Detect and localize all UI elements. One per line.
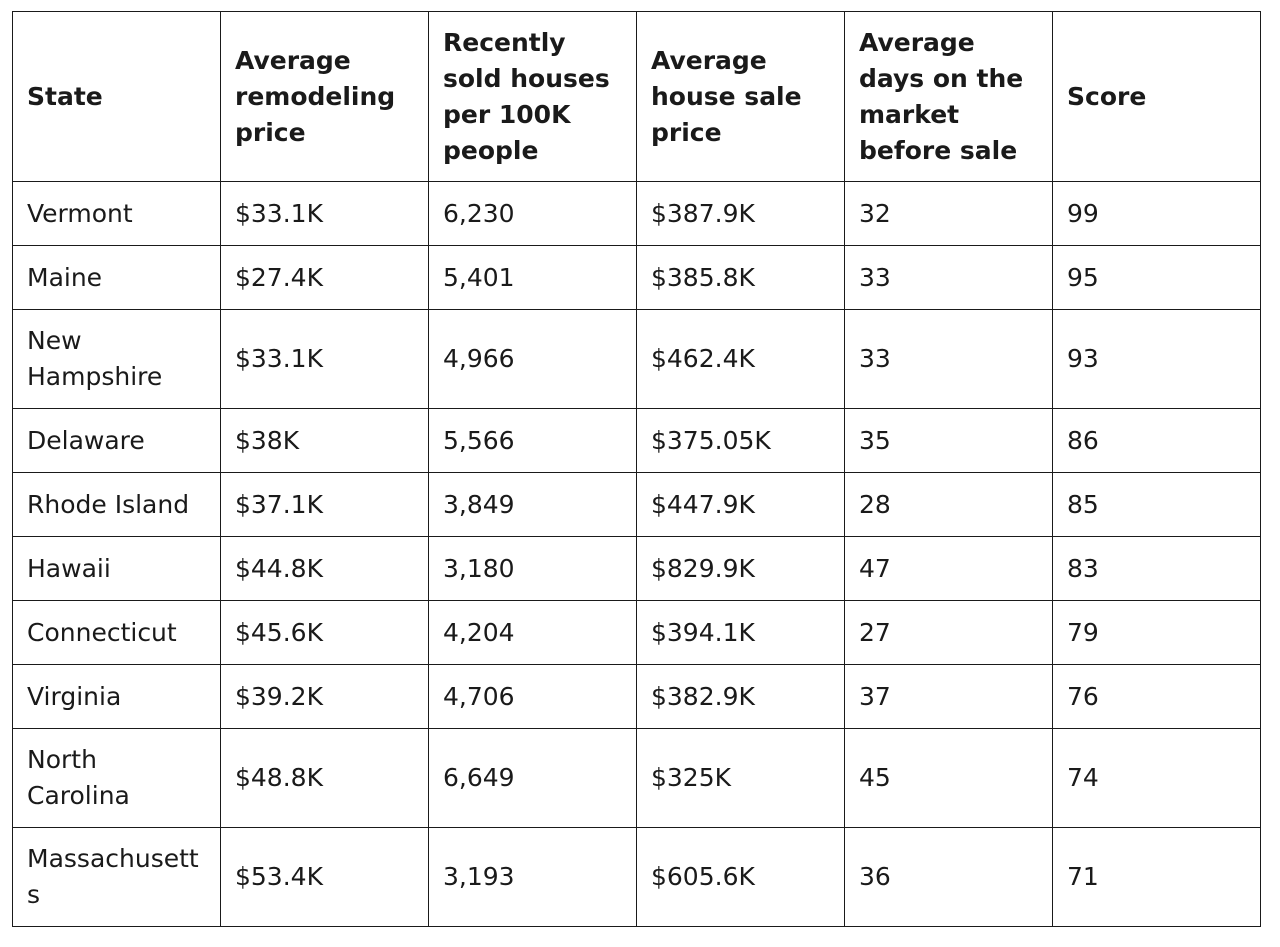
header-state: State: [12, 11, 221, 182]
header-row: State Average remodeling price Recently …: [12, 11, 1261, 182]
cell-days-on-market: 37: [844, 664, 1053, 729]
cell-state: Vermont: [12, 181, 221, 246]
cell-sale-price: $382.9K: [636, 664, 845, 729]
cell-sold-houses: 3,193: [428, 827, 637, 927]
cell-score: 86: [1052, 408, 1261, 473]
cell-remodeling-price: $27.4K: [220, 245, 429, 310]
table-row: Delaware $38K 5,566 $375.05K 35 86: [12, 408, 1261, 473]
cell-sold-houses: 4,966: [428, 309, 637, 409]
cell-state: Connecticut: [12, 600, 221, 665]
header-average-remodeling-price: Average remodeling price: [220, 11, 429, 182]
cell-days-on-market: 28: [844, 472, 1053, 537]
table-row: Rhode Island $37.1K 3,849 $447.9K 28 85: [12, 472, 1261, 537]
cell-sold-houses: 6,649: [428, 728, 637, 828]
cell-sale-price: $385.8K: [636, 245, 845, 310]
cell-state: North Carolina: [12, 728, 221, 828]
cell-days-on-market: 47: [844, 536, 1053, 601]
cell-score: 95: [1052, 245, 1261, 310]
cell-sold-houses: 5,566: [428, 408, 637, 473]
cell-sold-houses: 4,706: [428, 664, 637, 729]
cell-sold-houses: 4,204: [428, 600, 637, 665]
table-row: Vermont $33.1K 6,230 $387.9K 32 99: [12, 181, 1261, 246]
header-score: Score: [1052, 11, 1261, 182]
cell-state: Delaware: [12, 408, 221, 473]
header-average-house-sale-price: Average house sale price: [636, 11, 845, 182]
cell-score: 85: [1052, 472, 1261, 537]
table-row: Virginia $39.2K 4,706 $382.9K 37 76: [12, 664, 1261, 729]
cell-remodeling-price: $53.4K: [220, 827, 429, 927]
cell-sold-houses: 5,401: [428, 245, 637, 310]
cell-remodeling-price: $33.1K: [220, 181, 429, 246]
cell-sale-price: $387.9K: [636, 181, 845, 246]
table-row: New Hampshire $33.1K 4,966 $462.4K 33 93: [12, 309, 1261, 409]
cell-score: 99: [1052, 181, 1261, 246]
cell-sale-price: $605.6K: [636, 827, 845, 927]
cell-sale-price: $829.9K: [636, 536, 845, 601]
cell-score: 71: [1052, 827, 1261, 927]
cell-sale-price: $375.05K: [636, 408, 845, 473]
cell-days-on-market: 36: [844, 827, 1053, 927]
cell-days-on-market: 27: [844, 600, 1053, 665]
cell-sale-price: $462.4K: [636, 309, 845, 409]
cell-state: Virginia: [12, 664, 221, 729]
cell-remodeling-price: $48.8K: [220, 728, 429, 828]
cell-days-on-market: 32: [844, 181, 1053, 246]
cell-sold-houses: 3,180: [428, 536, 637, 601]
cell-sale-price: $394.1K: [636, 600, 845, 665]
cell-remodeling-price: $44.8K: [220, 536, 429, 601]
header-average-days-on-market: Average days on the market before sale: [844, 11, 1053, 182]
cell-score: 83: [1052, 536, 1261, 601]
cell-days-on-market: 45: [844, 728, 1053, 828]
cell-state: New Hampshire: [12, 309, 221, 409]
cell-score: 74: [1052, 728, 1261, 828]
table-row: Connecticut $45.6K 4,204 $394.1K 27 79: [12, 600, 1261, 665]
cell-sale-price: $447.9K: [636, 472, 845, 537]
table-row: Maine $27.4K 5,401 $385.8K 33 95: [12, 245, 1261, 310]
cell-sale-price: $325K: [636, 728, 845, 828]
cell-days-on-market: 33: [844, 245, 1053, 310]
cell-remodeling-price: $37.1K: [220, 472, 429, 537]
table-row: Massachusetts $53.4K 3,193 $605.6K 36 71: [12, 827, 1261, 927]
cell-state: Hawaii: [12, 536, 221, 601]
cell-state: Massachusetts: [12, 827, 221, 927]
state-ranking-table: State Average remodeling price Recently …: [12, 11, 1261, 927]
cell-state: Maine: [12, 245, 221, 310]
cell-score: 76: [1052, 664, 1261, 729]
cell-remodeling-price: $33.1K: [220, 309, 429, 409]
table-row: North Carolina $48.8K 6,649 $325K 45 74: [12, 728, 1261, 828]
cell-sold-houses: 6,230: [428, 181, 637, 246]
cell-state: Rhode Island: [12, 472, 221, 537]
header-recently-sold-houses: Recently sold houses per 100K people: [428, 11, 637, 182]
cell-days-on-market: 33: [844, 309, 1053, 409]
cell-remodeling-price: $45.6K: [220, 600, 429, 665]
cell-sold-houses: 3,849: [428, 472, 637, 537]
cell-score: 93: [1052, 309, 1261, 409]
cell-days-on-market: 35: [844, 408, 1053, 473]
cell-remodeling-price: $39.2K: [220, 664, 429, 729]
table-row: Hawaii $44.8K 3,180 $829.9K 47 83: [12, 536, 1261, 601]
cell-score: 79: [1052, 600, 1261, 665]
cell-remodeling-price: $38K: [220, 408, 429, 473]
